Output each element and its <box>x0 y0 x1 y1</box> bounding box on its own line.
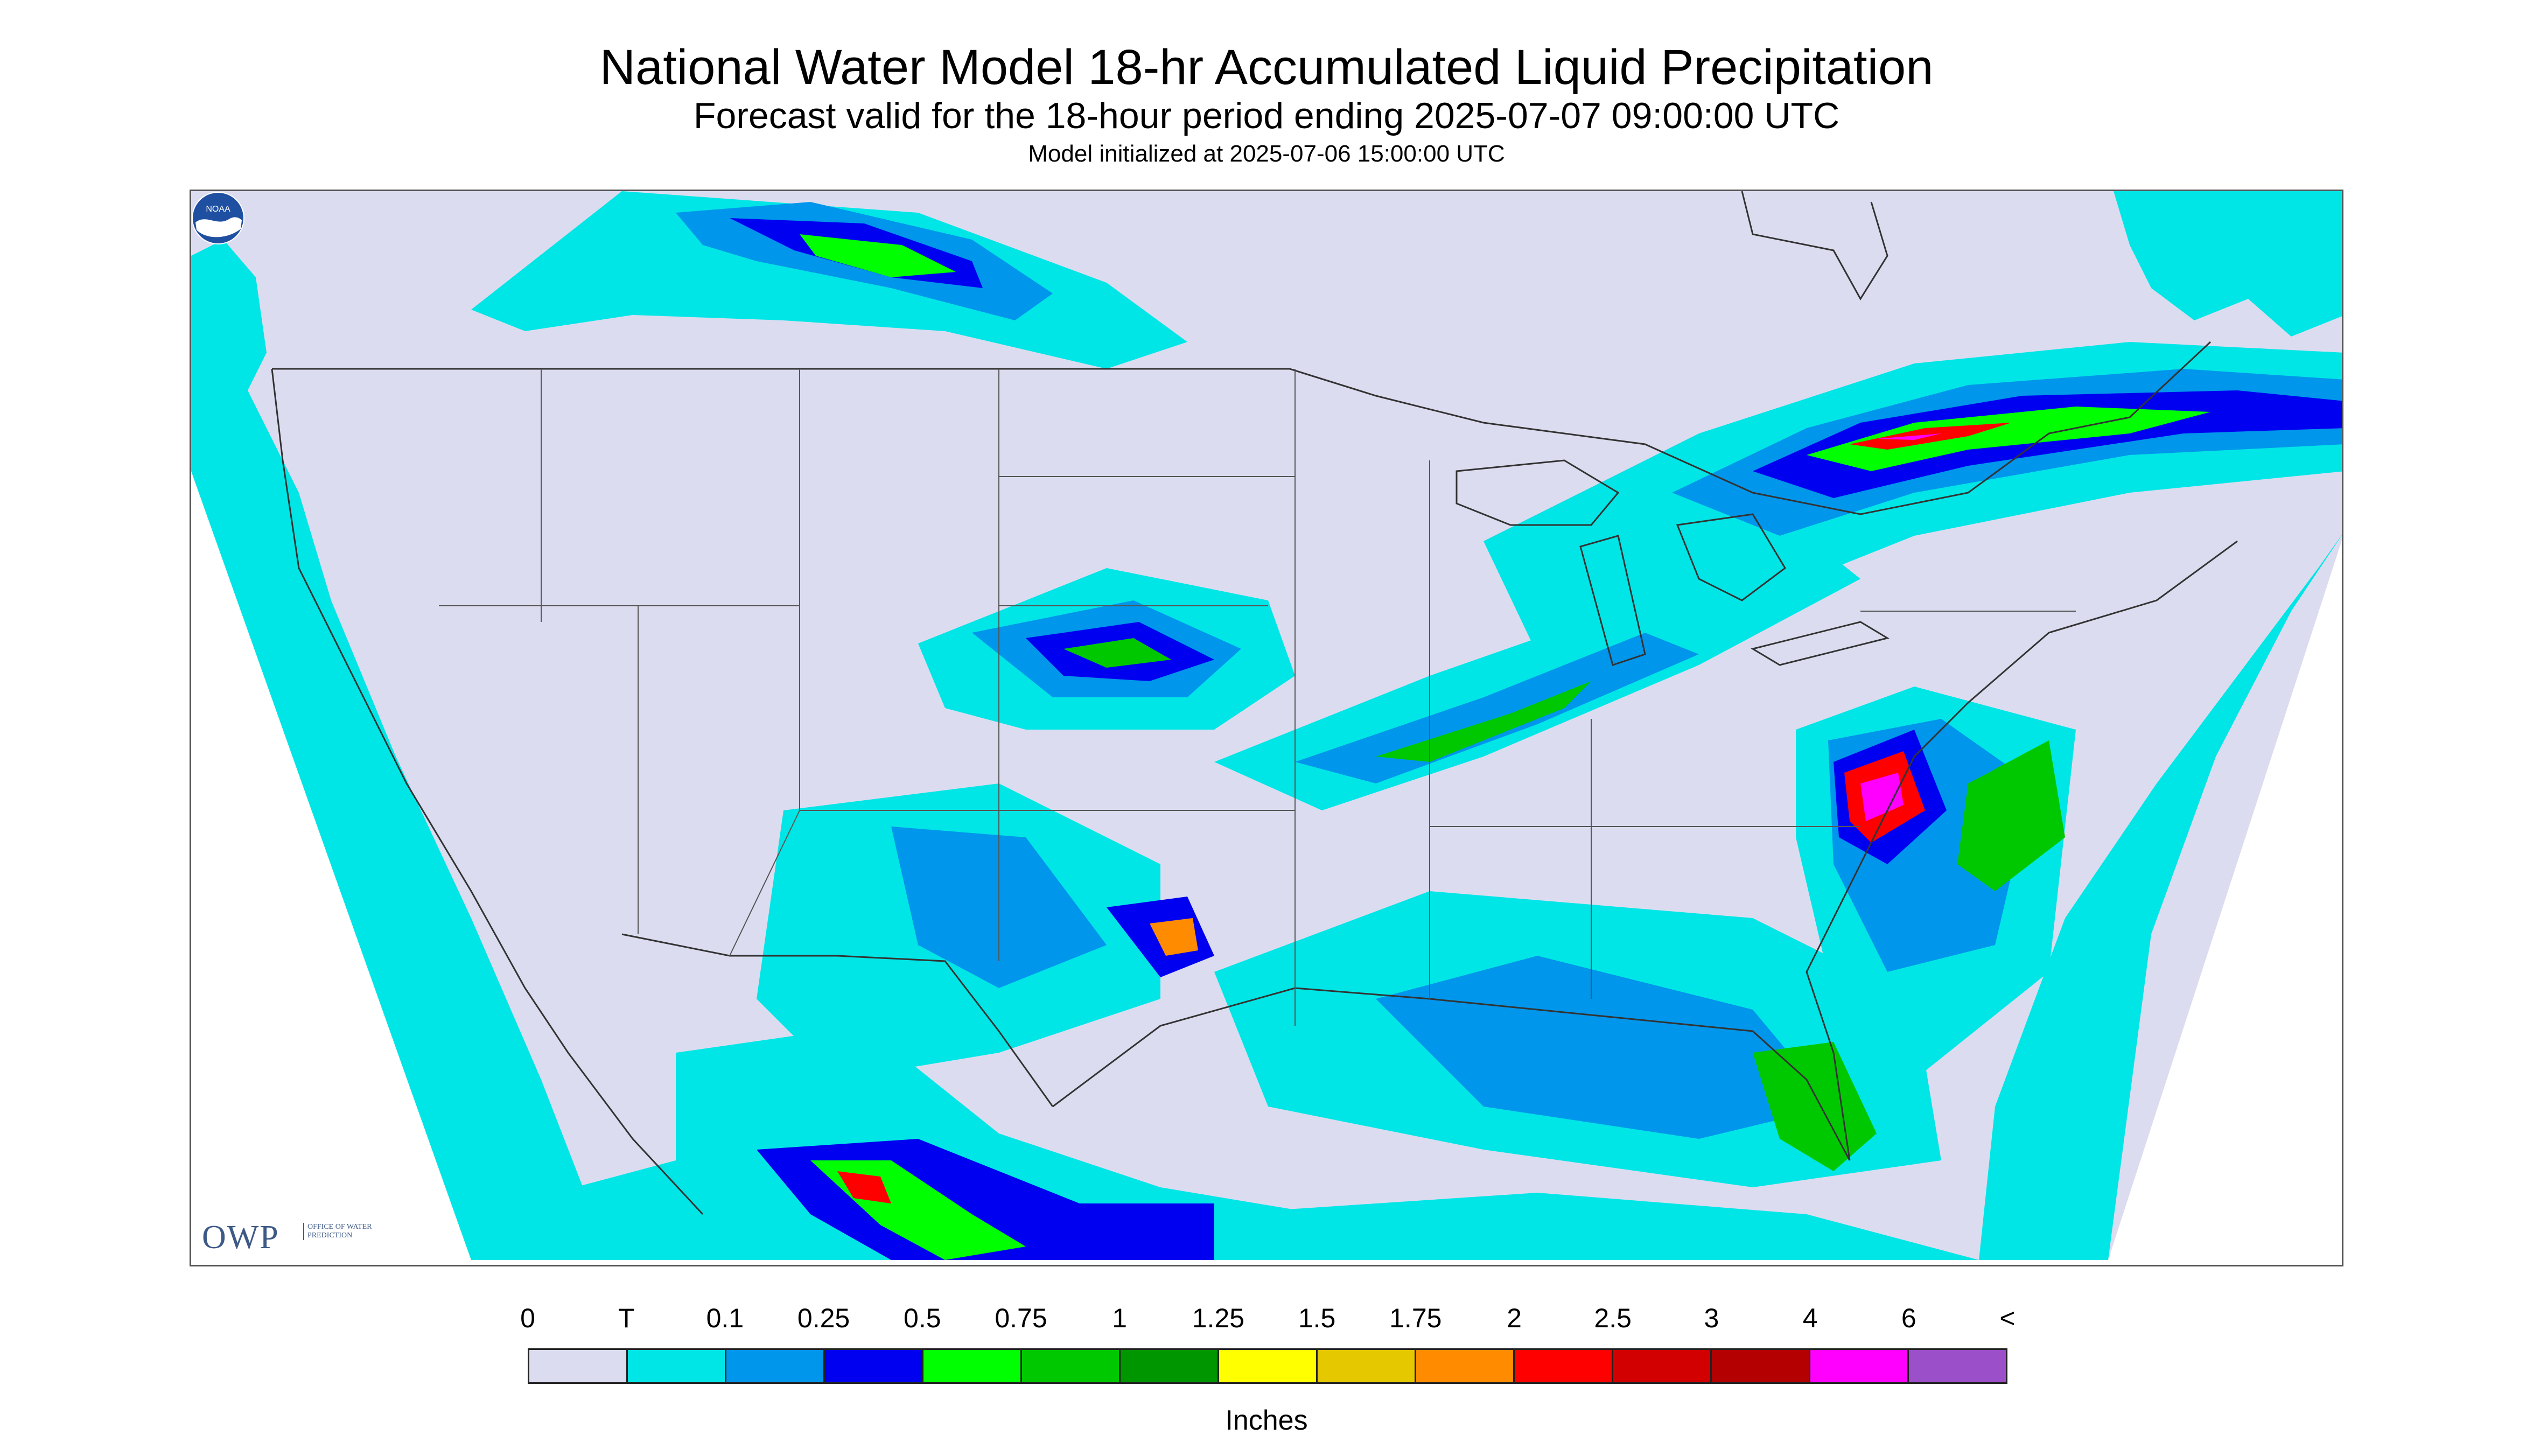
carolina-peak <box>1860 773 1904 821</box>
legend-label: 0 <box>520 1303 535 1333</box>
noaa-logo: NOAA <box>192 192 244 244</box>
us-mexico-border <box>621 933 1054 1107</box>
legend-label: 2.5 <box>1594 1303 1632 1333</box>
great-lakes <box>1456 459 1890 666</box>
legend-label: 0.1 <box>706 1303 744 1333</box>
state-lines <box>439 369 2076 1026</box>
gulf-coast <box>1052 987 1851 1161</box>
model-init-time: Model initialized at 2025-07-06 15:00:00… <box>1028 141 1505 167</box>
mexico-precip-max <box>837 1171 891 1203</box>
northern-system-heavy <box>800 234 956 277</box>
legend-swatch <box>1121 1350 1219 1382</box>
legend-label: 1.25 <box>1192 1303 1245 1333</box>
pacific-precip-band-north <box>191 240 267 417</box>
legend-swatch <box>1909 1350 2006 1382</box>
map-subtitle: Forecast valid for the 18-hour period en… <box>693 95 1840 136</box>
owp-logo-mark: OWP <box>202 1219 279 1256</box>
legend-swatch <box>1613 1350 1712 1382</box>
legend-swatch <box>628 1350 726 1382</box>
legend-swatch <box>923 1350 1022 1382</box>
northeast-band-moderate <box>1753 390 2342 498</box>
legend-swatch <box>726 1350 825 1382</box>
northern-system-trace <box>471 191 1187 369</box>
legend-label: 1.5 <box>1298 1303 1336 1333</box>
owp-logo-text: Office of Water Prediction <box>303 1223 383 1240</box>
northeast-canada-precip <box>2114 191 2342 337</box>
legend-label: 3 <box>1704 1303 1719 1333</box>
legend-swatch <box>1515 1350 1613 1382</box>
legend-units: Inches <box>1225 1405 1308 1436</box>
legend-swatch <box>825 1350 923 1382</box>
northeast-band-max <box>1850 423 2011 450</box>
legend-swatch <box>1712 1350 1810 1382</box>
ohio-valley-light <box>1295 633 1699 783</box>
west-coast <box>271 368 704 1215</box>
legend-label: < <box>1999 1303 2016 1333</box>
pacific-precip-band <box>191 369 611 1260</box>
legend-swatch <box>1219 1350 1318 1382</box>
hudson-bay-coast <box>1741 191 1888 300</box>
noaa-logo-text: NOAA <box>206 205 230 214</box>
legend-label: 1.75 <box>1389 1303 1442 1333</box>
legend-label: T <box>618 1303 635 1333</box>
legend-labels: 0 T 0.1 0.25 0.5 0.75 1 1.25 1.5 1.75 2 2.5 3 4 6 < <box>0 1302 2533 1334</box>
legend-label: 6 <box>1901 1303 1916 1333</box>
atlantic-precip-band <box>1979 535 2342 1260</box>
precipitation-map: OWP Office of Water Prediction NOAA <box>190 190 2343 1266</box>
map-title: National Water Model 18-hr Accumulated L… <box>599 40 1934 95</box>
legend-swatch <box>529 1350 628 1382</box>
gulf-coast-light <box>1376 956 1834 1139</box>
legend-label: 2 <box>1507 1303 1522 1333</box>
legend-label: 1 <box>1112 1303 1128 1333</box>
legend-label: 0.75 <box>995 1303 1047 1333</box>
legend-label: 4 <box>1802 1303 1818 1333</box>
legend-swatch <box>1022 1350 1121 1382</box>
plains-cells-heavy <box>1063 638 1171 668</box>
us-canada-border <box>272 341 2212 515</box>
offshore-atlantic-cells <box>1957 740 2065 891</box>
legend-label: 0.25 <box>797 1303 850 1333</box>
east-coast <box>1806 540 2238 1161</box>
legend-swatch <box>1318 1350 1416 1382</box>
northeast-band-heavy <box>1807 407 2210 471</box>
legend-swatch <box>1810 1350 1909 1382</box>
northeast-band-peak <box>1877 433 1941 440</box>
legend-label: 0.5 <box>904 1303 941 1333</box>
texas-cells-heavy <box>1150 918 1198 956</box>
precipitation-map-svg <box>191 191 2342 1260</box>
color-scale <box>528 1348 2007 1384</box>
legend-swatch <box>1416 1350 1515 1382</box>
